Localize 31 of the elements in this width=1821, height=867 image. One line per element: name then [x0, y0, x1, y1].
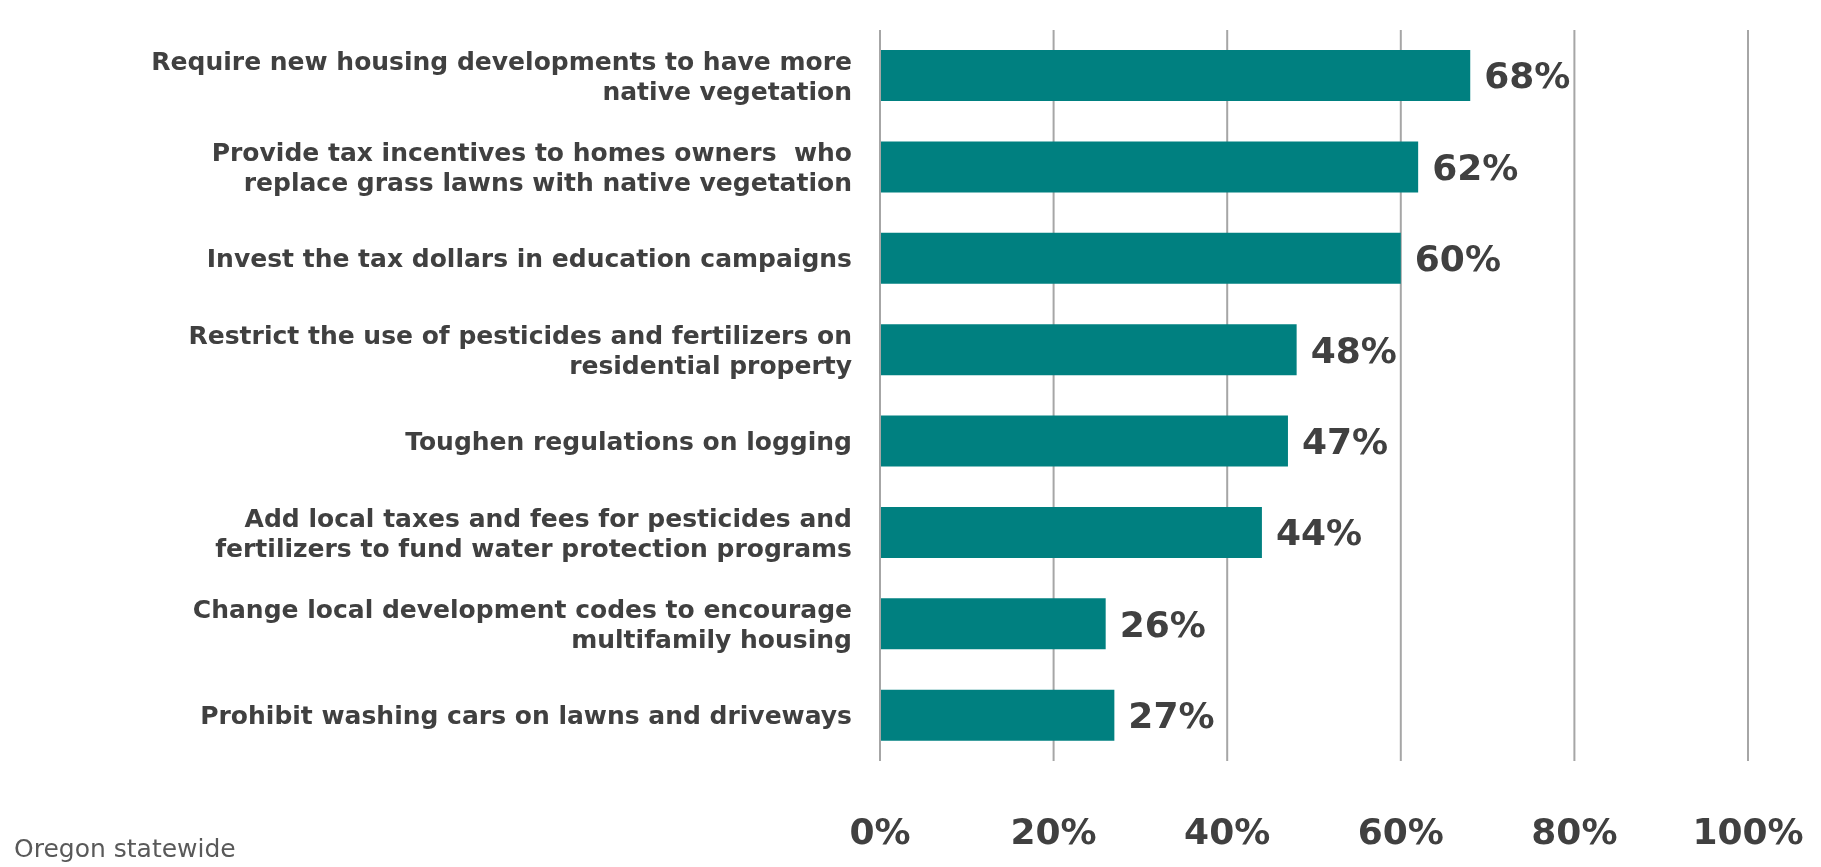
data-label: 44%	[1275, 512, 1363, 554]
y-tick-label: Toughen regulations on logging	[405, 426, 852, 456]
text: Oregon statewide	[14, 834, 236, 863]
x-tick-label: 0%	[849, 810, 911, 852]
bar	[880, 141, 1419, 193]
y-tick-label: Invest the tax dollars in education campaigns	[206, 243, 852, 273]
y-tick-label: Prohibit washing cars on lawns and driveways	[200, 700, 852, 730]
data-label: 26%	[1119, 603, 1206, 645]
x-tick-label: 60%	[1357, 810, 1444, 852]
bar	[880, 689, 1115, 741]
bar	[880, 232, 1401, 284]
y-tick-label: Provide tax incentives to homes owners who replace grass lawns with native vegetation	[211, 137, 852, 197]
data-label: 68%	[1484, 55, 1571, 97]
bar	[880, 598, 1106, 650]
data-label: 27%	[1128, 695, 1215, 737]
bar	[880, 50, 1471, 102]
x-tick-label: 20%	[1010, 810, 1097, 852]
data-label: 62%	[1432, 146, 1519, 188]
y-tick-label: Change local development codes to encourage multifamily housing	[192, 594, 852, 654]
x-tick-label: 40%	[1184, 810, 1271, 852]
bar	[880, 415, 1288, 467]
x-tick-label: 100%	[1692, 810, 1804, 852]
x-tick-label: 80%	[1531, 810, 1618, 852]
bar	[880, 506, 1262, 558]
y-tick-label: Add local taxes and fees for pesticides and fertilizers to fund water protection programs	[215, 503, 852, 563]
y-tick-label: Restrict the use of pesticides and fertilizers on residential property	[188, 320, 852, 380]
data-label: 47%	[1301, 420, 1389, 462]
data-label: 60%	[1414, 238, 1501, 280]
data-label: 48%	[1310, 329, 1397, 371]
bar	[880, 324, 1297, 376]
y-tick-label: Require new housing developments to have more native vegetation	[151, 46, 852, 106]
